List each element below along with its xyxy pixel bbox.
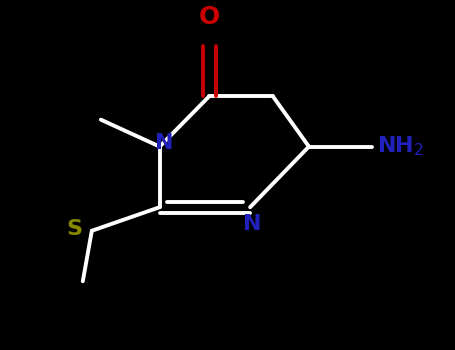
Text: N: N bbox=[243, 214, 262, 234]
Text: NH$_2$: NH$_2$ bbox=[377, 135, 424, 159]
Text: N: N bbox=[155, 133, 173, 153]
Text: O: O bbox=[199, 5, 220, 29]
Text: S: S bbox=[67, 219, 83, 239]
